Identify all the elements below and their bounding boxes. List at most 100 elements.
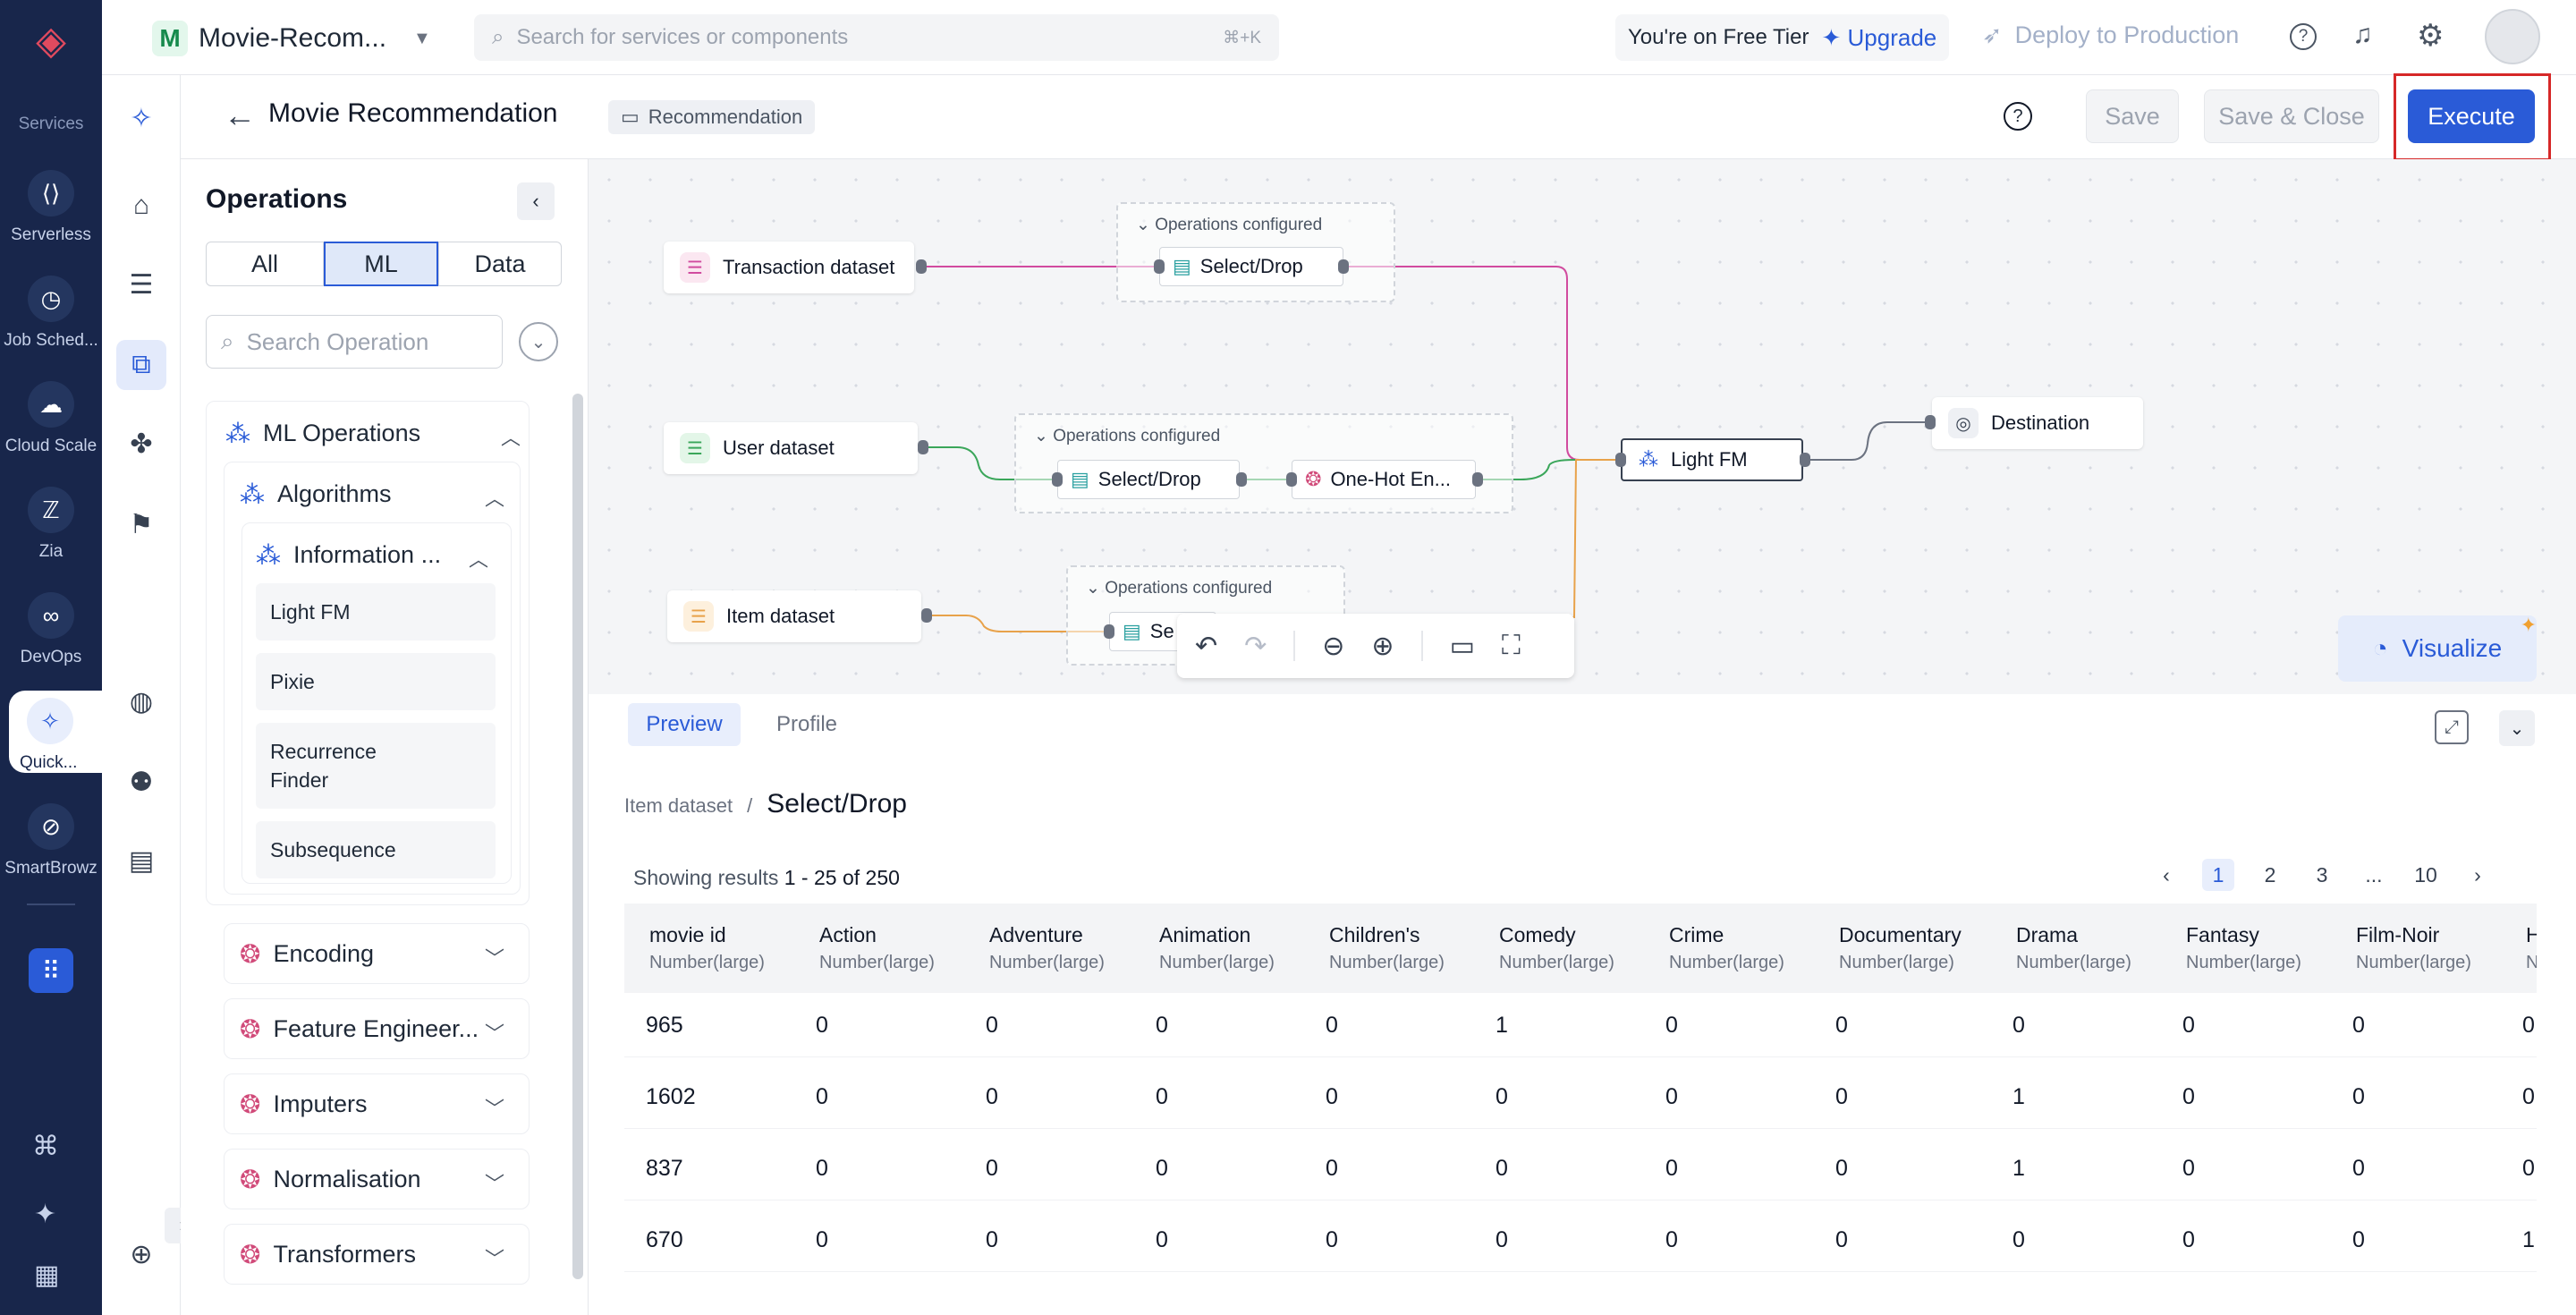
operation-search-input[interactable]: ⌕ Search Operation [206, 315, 503, 369]
node-user-dataset[interactable]: ☰ User dataset [664, 422, 918, 474]
visualize-button[interactable]: ◔ Visualize ✦ [2338, 614, 2537, 682]
column-header[interactable]: Action Number(large) [819, 923, 935, 973]
segment-ml[interactable]: ML [324, 242, 438, 286]
chevron-up-icon[interactable]: ︿ [469, 548, 489, 571]
page-10[interactable]: 10 [2414, 862, 2437, 887]
breadcrumb-parent[interactable]: Item dataset [624, 794, 733, 817]
back-arrow-icon[interactable]: ← [224, 97, 256, 133]
page-3[interactable]: 3 [2316, 862, 2328, 887]
column-header[interactable]: Comedy Number(large) [1499, 923, 1614, 973]
port[interactable] [1154, 259, 1165, 274]
normalisation-group[interactable] [224, 1149, 530, 1209]
magic-wand-icon[interactable]: ✦ [34, 1200, 57, 1229]
column-header[interactable]: Animation Number(large) [1159, 923, 1275, 973]
chevron-down-icon[interactable]: ⌄ [1136, 216, 1156, 234]
chevron-up-icon[interactable]: ︿ [485, 488, 505, 510]
node-transaction-dataset[interactable]: ☰ Transaction dataset [664, 242, 914, 293]
pipeline-icon[interactable]: ⧉ [116, 340, 166, 390]
segment-all[interactable]: All [206, 242, 324, 286]
port[interactable] [921, 608, 932, 623]
port[interactable] [1472, 472, 1483, 487]
op-one-hot-encoding[interactable]: ❂ One-Hot En... [1292, 460, 1476, 499]
table-row[interactable] [624, 986, 2537, 1057]
segment-data[interactable]: Data [438, 242, 562, 286]
execute-button[interactable]: Execute [2408, 89, 2535, 143]
undo-icon[interactable]: ↶ [1195, 631, 1218, 661]
help-icon[interactable]: ? [2290, 23, 2317, 50]
upgrade-link[interactable]: ✦ Upgrade [1821, 23, 1937, 51]
next-page-icon[interactable]: › [2474, 862, 2481, 887]
robot-icon[interactable]: ⚉ [129, 767, 154, 797]
feature-engineering-header[interactable]: ❂ Feature Engineer... [240, 1015, 479, 1043]
column-header[interactable]: Film-Noir Number(large) [2356, 923, 2471, 973]
widgets-icon[interactable]: ▦ [34, 1260, 60, 1290]
save-button[interactable]: Save [2086, 89, 2179, 143]
page-1[interactable]: 1 [2202, 859, 2234, 891]
operation-pixie[interactable]: Pixie [256, 653, 496, 710]
operations-scrollbar[interactable] [572, 394, 583, 1279]
deploy-button[interactable]: ➶ Deploy to Production [1982, 21, 2240, 48]
gear-icon[interactable]: ⚙ [2417, 19, 2445, 53]
rail-item-smartbrowz[interactable]: ⊘ SmartBrowz [0, 803, 102, 878]
operation-subsequence[interactable]: Subsequence [256, 821, 496, 878]
rail-item-quickml[interactable]: ✧ Quick... [9, 691, 102, 773]
encoding-header[interactable]: ❂ Encoding [240, 940, 375, 968]
information-header[interactable]: ⁂ Information ... [256, 541, 442, 569]
column-header[interactable]: movie id Number(large) [649, 923, 765, 973]
port[interactable] [1338, 259, 1349, 274]
normalisation-header[interactable]: ❂ Normalisation [240, 1166, 421, 1193]
column-header[interactable]: Fantasy Number(large) [2186, 923, 2301, 973]
chevron-down-icon[interactable]: ﹀ [485, 1173, 505, 1195]
fit-view-icon[interactable]: ⛶ [1501, 631, 1521, 660]
transformers-group[interactable] [224, 1224, 530, 1285]
node-item-dataset[interactable]: ☰ Item dataset [667, 590, 921, 642]
chat-icon[interactable]: ◍ [129, 686, 154, 717]
operation-light-fm[interactable]: Light FM [256, 583, 496, 641]
rail-item-devops[interactable]: ∞ DevOps [0, 592, 102, 667]
save-close-button[interactable]: Save & Close [2204, 89, 2379, 143]
encoding-group[interactable] [224, 923, 530, 984]
imputers-header[interactable]: ❂ Imputers [240, 1090, 368, 1118]
rail-item-serverless[interactable]: ⟨⟩ Serverless [0, 170, 102, 245]
chevron-down-icon[interactable]: ⌄ [1034, 427, 1054, 445]
feature-engineering-group[interactable] [224, 998, 530, 1059]
collapse-preview-button[interactable]: ⌄ [2499, 710, 2535, 746]
connections-icon[interactable]: ⌘ [32, 1132, 59, 1161]
tab-profile[interactable]: Profile [775, 712, 838, 736]
filter-dropdown-icon[interactable]: ⌄ [519, 322, 558, 361]
column-header[interactable]: Adventure Number(large) [989, 923, 1105, 973]
rail-item-cloud-scale[interactable]: ☁ Cloud Scale [0, 381, 102, 456]
imputers-group[interactable] [224, 1073, 530, 1134]
node-light-fm[interactable]: ⁂ Light FM [1621, 438, 1803, 481]
transformers-header[interactable]: ❂ Transformers [240, 1241, 416, 1268]
redo-icon[interactable]: ↷ [1244, 631, 1267, 661]
port[interactable] [918, 440, 928, 454]
tab-preview[interactable]: Preview [628, 703, 741, 746]
rail-item-job-scheduler[interactable]: ◷ Job Sched... [0, 276, 102, 351]
expand-icon[interactable]: ⤢ [2435, 710, 2469, 744]
catalyst-logo[interactable]: ◈ [36, 19, 66, 63]
quickml-logo-icon[interactable]: ✧ [130, 103, 153, 133]
collapse-panel-button[interactable]: ‹ [517, 182, 555, 220]
add-icon[interactable]: ⊕ [130, 1239, 153, 1269]
apps-grid-icon[interactable]: ⠿ [29, 948, 73, 993]
table-row[interactable] [624, 1057, 2537, 1129]
node-destination[interactable]: ◎ Destination [1932, 397, 2143, 449]
chevron-down-icon[interactable]: ⌄ [1086, 579, 1106, 598]
op-select-drop-2[interactable]: ▤ Select/Drop [1057, 460, 1240, 499]
column-header[interactable]: Documentary Number(large) [1839, 923, 1962, 973]
global-search-input[interactable]: ⌕ Search for services or components ⌘+K [474, 14, 1279, 61]
chevron-up-icon[interactable]: ︿ [501, 427, 521, 449]
column-header[interactable]: Children's Number(large) [1329, 923, 1445, 973]
operation-recurrence-finder[interactable]: Recurrence Finder [256, 723, 496, 809]
bell-icon[interactable]: ♫ [2352, 20, 2373, 49]
port[interactable] [1925, 415, 1936, 429]
chevron-down-icon[interactable]: ﹀ [485, 1022, 505, 1045]
minimap-icon[interactable]: ▭ [1449, 631, 1475, 661]
zoom-in-icon[interactable]: ⊕ [1371, 631, 1394, 661]
ml-operations-header[interactable]: ⁂ ML Operations [225, 420, 421, 447]
avatar[interactable] [2485, 9, 2540, 64]
project-switcher[interactable]: M Movie-Recom... ▼ [152, 20, 431, 57]
chevron-down-icon[interactable]: ﹀ [485, 947, 505, 970]
prev-page-icon[interactable]: ‹ [2163, 862, 2170, 887]
